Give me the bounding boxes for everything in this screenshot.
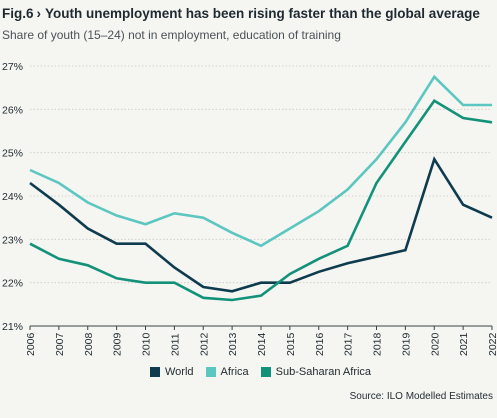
x-tick-label: 2013 [227,332,239,356]
x-tick-label: 2021 [458,332,470,356]
source-note: Source: ILO Modelled Estimates [349,391,493,402]
legend-label-africa: Africa [220,366,249,378]
y-tick-label: 23% [2,234,23,246]
x-tick-label: 2008 [83,332,95,356]
legend-swatch-world [150,367,160,377]
y-tick-label: 24% [2,191,23,203]
x-tick-label: 2007 [54,332,66,356]
legend: World Africa Sub-Saharan Africa [150,366,371,378]
x-tick-label: 2019 [400,332,412,356]
legend-item-ssa: Sub-Saharan Africa [260,366,372,378]
y-tick-label: 27% [2,61,23,73]
y-axis-ticks: 21% 22% 23% 24% 25% 26% 27% [2,61,23,333]
legend-swatch-africa [205,367,216,377]
title-text: Youth unemployment has been rising faste… [45,6,480,21]
series-lines [29,74,493,302]
y-tick-label: 25% [2,148,23,160]
series-line-world [29,156,493,293]
x-tick-label: 2017 [343,332,355,356]
x-tick-label: 2011 [169,333,181,356]
x-tick-label: 2016 [314,332,326,356]
x-tick-label: 2022 [487,332,497,356]
chevron-right-icon: › [36,6,42,21]
x-tick-label: 2015 [285,332,297,356]
legend-label-ssa: Sub-Saharan Africa [275,366,372,378]
series-line-africa [29,74,492,248]
legend-label-world: World [165,366,194,378]
legend-item-africa: Africa [205,366,249,378]
x-tick-label: 2010 [141,332,153,356]
y-tick-label: 21% [2,321,23,333]
x-tick-label: 2014 [256,332,268,356]
series-line-sub-saharan-africa [29,98,493,302]
legend-swatch-ssa [260,367,271,377]
x-tick-label: 2018 [372,332,384,356]
x-tick-label: 2012 [198,332,210,356]
y-tick-label: 22% [2,278,23,290]
x-axis-ticks: 2006 2007 2008 2009 2010 2011 2012 2013 2014 2015… [25,326,497,356]
figure-label: Fig.6 [2,6,34,21]
chart-subtitle: Share of youth (15–24) not in employment… [2,28,341,42]
x-tick-label: 2009 [112,332,124,356]
x-tick-label: 2020 [429,332,441,356]
y-tick-label: 26% [2,104,23,116]
chart-title: Fig.6 › Youth unemployment has been rising… [2,6,480,21]
legend-item-world: World [150,366,194,378]
x-tick-label: 2006 [25,332,37,356]
